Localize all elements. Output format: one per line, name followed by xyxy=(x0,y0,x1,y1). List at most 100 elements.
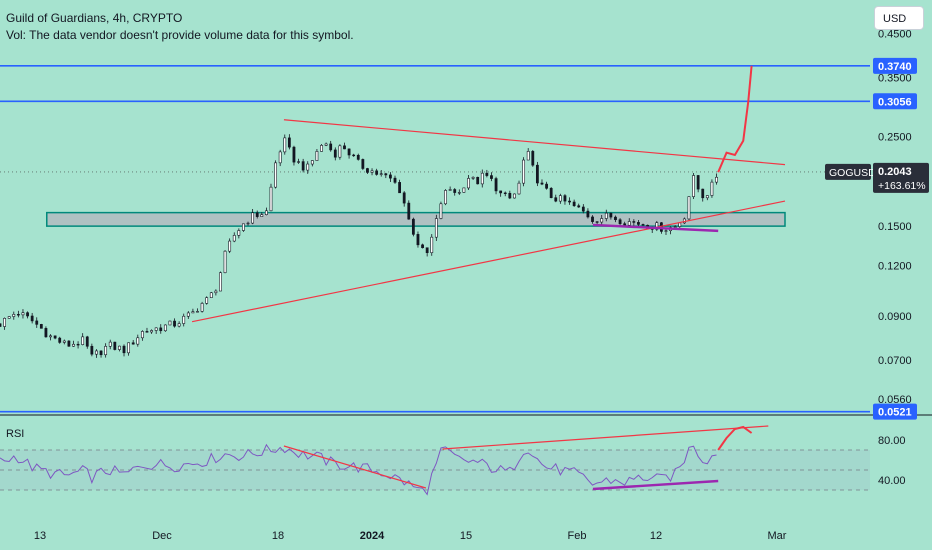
candle-body xyxy=(251,212,255,224)
candle-body xyxy=(136,337,140,345)
y-tick-label-4: 0.1200 xyxy=(878,260,912,272)
candle-body xyxy=(95,350,98,355)
level-label-0: 0.3740 xyxy=(878,61,912,73)
candle-body xyxy=(242,223,245,231)
candle-body xyxy=(67,340,71,347)
candle-body xyxy=(287,137,291,148)
candle-body xyxy=(205,297,209,304)
candle-body xyxy=(343,145,346,150)
candle-body xyxy=(127,342,131,354)
candle-body xyxy=(352,154,356,157)
x-tick-label-6: 12 xyxy=(650,530,662,542)
chart-title: Guild of Guardians, 4h, CRYPTO xyxy=(6,11,183,25)
candle-body xyxy=(177,323,181,327)
candle-body xyxy=(568,200,571,203)
y-tick-label-1: 0.3500 xyxy=(878,72,912,84)
candle-body xyxy=(347,148,351,156)
candle-body xyxy=(614,216,617,221)
candle-body xyxy=(448,189,452,191)
candle-body xyxy=(586,210,590,218)
candle-body xyxy=(715,176,718,183)
candle-body xyxy=(324,143,328,146)
candle-body xyxy=(159,327,163,332)
candle-body xyxy=(485,172,489,176)
candle-body xyxy=(26,312,29,317)
trendline-rsi-falling[interactable] xyxy=(283,445,427,489)
candle-body xyxy=(53,335,57,339)
trendline-lower-support[interactable] xyxy=(191,200,786,323)
volume-note: Vol: The data vendor doesn't provide vol… xyxy=(6,28,354,42)
currency-button[interactable]: USD xyxy=(874,6,924,30)
y-tick-label-3: 0.1500 xyxy=(878,221,912,233)
candle-body xyxy=(632,221,636,223)
candle-body xyxy=(338,145,342,158)
candle-body xyxy=(618,219,622,225)
candle-body xyxy=(310,160,314,165)
candle-body xyxy=(655,222,659,230)
candle-body xyxy=(425,247,429,254)
candle-body xyxy=(361,159,365,169)
candle-body xyxy=(499,190,503,194)
candle-body xyxy=(283,137,287,153)
level-label-box-0 xyxy=(873,57,917,74)
candle-body xyxy=(232,235,236,242)
candle-body xyxy=(214,290,218,294)
candle-body xyxy=(535,164,539,184)
change-percent-label: +163.61% xyxy=(878,180,926,192)
candle-body xyxy=(664,230,668,232)
price-projection-curve[interactable] xyxy=(717,65,753,173)
support-zone[interactable] xyxy=(46,211,786,227)
candle-body xyxy=(692,175,695,197)
candle-body xyxy=(90,345,94,355)
candle-body xyxy=(421,244,424,249)
trendline-price-divergence[interactable] xyxy=(592,223,719,233)
candle-body xyxy=(581,206,585,212)
candle-body xyxy=(710,181,714,196)
symbol-label: GOGUSD xyxy=(829,167,876,179)
candle-body xyxy=(522,159,526,184)
trendline-rsi-divergence[interactable] xyxy=(592,479,719,491)
candle-body xyxy=(274,162,277,188)
candle-body xyxy=(545,183,548,189)
candle-body xyxy=(163,324,167,332)
candle-body xyxy=(108,341,112,347)
trendline-rsi-rising[interactable] xyxy=(442,425,769,450)
candle-body xyxy=(209,292,213,298)
y-tick-label-6: 0.0700 xyxy=(878,355,912,367)
candle-body xyxy=(154,327,158,331)
level-label-1: 0.3056 xyxy=(878,96,912,108)
candle-body xyxy=(150,330,153,333)
candle-body xyxy=(122,345,126,354)
trendline-upper-resistance[interactable] xyxy=(283,119,786,166)
candle-body xyxy=(467,178,470,189)
candle-body xyxy=(58,337,62,343)
candle-body xyxy=(297,161,300,163)
candle-body xyxy=(531,151,535,166)
candle-body xyxy=(407,202,411,220)
candle-body xyxy=(186,312,190,317)
candle-body xyxy=(113,341,117,350)
candle-body xyxy=(182,315,186,324)
candle-body xyxy=(494,178,498,192)
candle-body xyxy=(370,170,374,173)
rsi-projection-curve[interactable] xyxy=(717,425,753,451)
candle-body xyxy=(131,342,135,345)
x-tick-label-2: 18 xyxy=(272,530,284,542)
candle-body xyxy=(513,193,516,199)
candle-body xyxy=(3,317,6,327)
candle-body xyxy=(540,182,544,185)
candle-body xyxy=(30,315,34,322)
candle-body xyxy=(118,345,121,350)
candle-body xyxy=(554,197,558,202)
candle-body xyxy=(595,221,599,223)
candle-body xyxy=(577,205,581,208)
candle-body xyxy=(219,272,222,292)
x-tick-label-7: Mar xyxy=(768,530,787,542)
candle-body xyxy=(191,311,195,314)
candle-body xyxy=(264,210,268,215)
candle-body xyxy=(301,161,305,171)
candle-body xyxy=(196,311,199,313)
x-tick-label-0: 13 xyxy=(34,530,46,542)
candle-body xyxy=(329,143,333,151)
